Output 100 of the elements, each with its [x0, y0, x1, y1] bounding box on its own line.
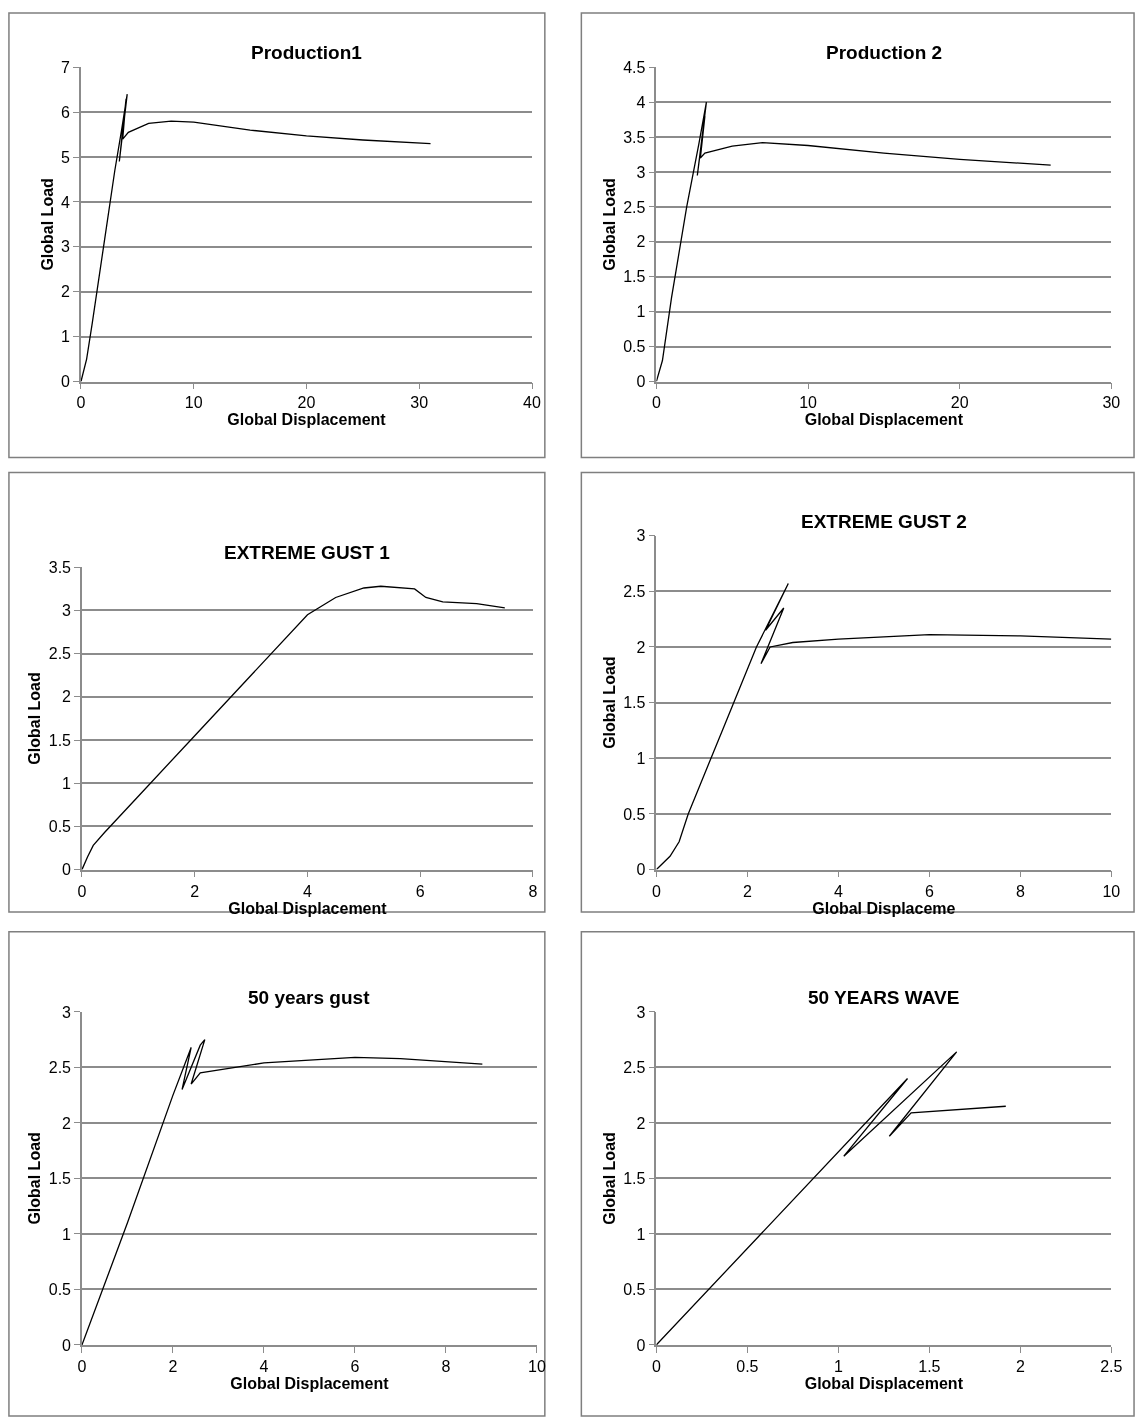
y-tick-label: 5 — [61, 148, 71, 166]
x-tick-label: 8 — [1015, 882, 1025, 900]
y-axis-title: Global Load — [600, 178, 618, 271]
line-series — [80, 93, 432, 382]
x-tick-label: 2 — [742, 882, 752, 900]
x-tick-label: 6 — [350, 1357, 360, 1375]
y-tick-label: 3 — [636, 163, 646, 181]
x-tick-label: 0 — [651, 1357, 661, 1375]
y-tick-label: 4 — [61, 193, 71, 211]
y-tick-label: 3 — [636, 527, 646, 545]
x-tick-label: 2 — [168, 1357, 178, 1375]
chart-title: Production1 — [251, 42, 363, 63]
y-tick-label: 1.5 — [623, 694, 646, 712]
x-tick-label: 1.5 — [918, 1357, 941, 1375]
x-axis-title: Global Displacement — [228, 899, 388, 917]
x-tick-label: 2 — [1015, 1357, 1025, 1375]
chart-title: EXTREME GUST 1 — [224, 542, 391, 563]
y-tick-label: 2.5 — [623, 582, 646, 600]
x-tick-label: 10 — [799, 394, 818, 412]
chart-title: 50 YEARS WAVE — [808, 987, 960, 1008]
y-tick-label: 0.5 — [48, 1280, 72, 1298]
y-tick-label: 2 — [636, 1114, 646, 1132]
line-series — [656, 1051, 1007, 1345]
y-tick-label: 2 — [61, 283, 71, 301]
y-tick-label: 1.5 — [623, 268, 646, 286]
y-tick-label: 3 — [636, 1003, 646, 1021]
y-tick-label: 0.5 — [623, 1280, 646, 1298]
x-tick-label: 0.5 — [736, 1357, 759, 1375]
x-tick-label: 40 — [523, 394, 542, 412]
y-tick-label: 1 — [62, 1225, 72, 1243]
x-tick-label: 20 — [297, 394, 316, 412]
y-tick-label: 6 — [61, 103, 71, 121]
chart-title: 50 years gust — [248, 987, 371, 1008]
y-tick-label: 0 — [62, 1336, 72, 1354]
y-tick-label: 1 — [636, 1225, 646, 1243]
y-tick-label: 2.5 — [623, 1059, 646, 1076]
x-axis-title: Global Displaceme — [812, 899, 956, 917]
x-tick-label: 0 — [651, 394, 661, 412]
y-tick-label: 0.5 — [623, 338, 646, 356]
y-tick-label: 0 — [61, 373, 71, 391]
y-tick-label: 0 — [636, 1336, 646, 1354]
x-tick-label: 30 — [1102, 394, 1121, 412]
x-tick-label: 8 — [441, 1357, 451, 1375]
y-tick-label: 1 — [636, 303, 646, 321]
x-tick-label: 0 — [651, 882, 661, 900]
x-tick-label: 0 — [77, 882, 87, 900]
chart-title: EXTREME GUST 2 — [801, 511, 967, 532]
y-tick-label: 3 — [61, 238, 71, 256]
y-tick-label: 0 — [636, 373, 646, 391]
y-tick-label: 2.5 — [48, 1059, 72, 1076]
y-axis-title: Global Load — [38, 178, 56, 271]
y-tick-label: 0.5 — [623, 805, 646, 823]
line-series — [656, 101, 1052, 382]
y-tick-label: 4.5 — [623, 58, 646, 76]
x-tick-label: 2 — [190, 882, 200, 900]
x-tick-label: 30 — [410, 394, 429, 412]
chart-title: Production 2 — [826, 42, 943, 63]
x-tick-label: 8 — [528, 882, 538, 900]
y-tick-label: 0.5 — [48, 818, 72, 836]
y-tick-label: 3.5 — [48, 558, 72, 576]
x-tick-label: 0 — [77, 1357, 87, 1375]
x-tick-label: 0 — [76, 394, 86, 412]
x-tick-label: 10 — [1102, 882, 1121, 900]
x-tick-label: 20 — [950, 394, 969, 412]
y-tick-label: 2 — [636, 233, 646, 251]
y-tick-label: 0 — [636, 861, 646, 879]
y-tick-label: 3 — [62, 602, 72, 620]
y-tick-label: 2 — [636, 638, 646, 656]
x-axis-title: Global Displacement — [230, 1374, 390, 1392]
y-tick-label: 7 — [61, 58, 71, 76]
x-tick-label: 4 — [833, 882, 843, 900]
y-tick-label: 3.5 — [623, 128, 646, 146]
y-tick-label: 1 — [62, 774, 72, 792]
y-tick-label: 3 — [62, 1003, 72, 1021]
y-tick-label: 2 — [62, 1114, 72, 1132]
y-tick-label: 1.5 — [48, 1169, 72, 1187]
y-tick-label: 1 — [636, 749, 646, 767]
x-tick-label: 4 — [303, 882, 313, 900]
y-tick-label: 2.5 — [623, 198, 646, 216]
line-series — [81, 585, 506, 870]
y-tick-label: 4 — [636, 93, 646, 111]
y-tick-label: 2 — [62, 688, 72, 706]
x-tick-label: 10 — [528, 1357, 546, 1375]
x-axis-title: Global Displacement — [227, 411, 387, 429]
x-tick-label: 2.5 — [1100, 1357, 1123, 1375]
y-axis-title: Global Load — [600, 656, 618, 749]
y-tick-label: 1.5 — [623, 1169, 646, 1187]
x-tick-label: 6 — [924, 882, 934, 900]
y-tick-label: 1 — [61, 328, 71, 346]
y-axis-title: Global Load — [600, 1132, 618, 1225]
x-tick-label: 6 — [415, 882, 425, 900]
x-tick-label: 4 — [259, 1357, 269, 1375]
x-axis-title: Global Displacement — [804, 1374, 964, 1392]
x-axis-title: Global Displacement — [804, 411, 964, 429]
x-tick-label: 10 — [184, 394, 203, 412]
y-tick-label: 1.5 — [48, 731, 72, 749]
y-axis-title: Global Load — [26, 672, 44, 765]
y-axis-title: Global Load — [26, 1132, 44, 1225]
y-tick-label: 2.5 — [48, 645, 72, 663]
y-tick-label: 0 — [62, 861, 72, 879]
